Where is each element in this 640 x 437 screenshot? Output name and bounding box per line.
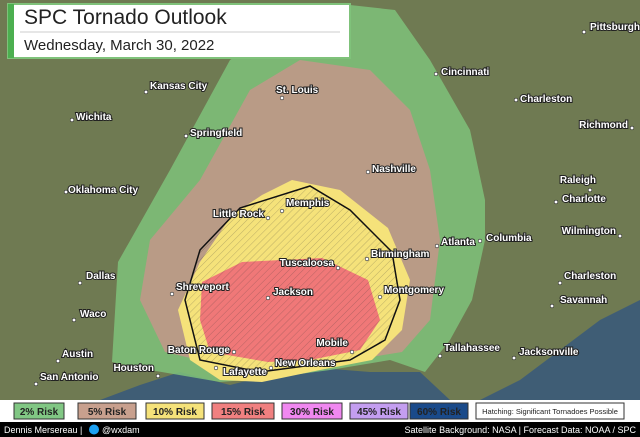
city-label: Kansas City xyxy=(150,81,208,92)
city-dot xyxy=(629,125,635,131)
city-label: Nashville xyxy=(372,164,416,175)
legend-swatch xyxy=(145,402,205,420)
city-dot xyxy=(365,169,371,175)
city-label: Waco xyxy=(80,309,106,320)
author: Dennis Mersereau | xyxy=(4,425,82,435)
city-dot xyxy=(71,317,77,323)
city-dot xyxy=(433,71,439,77)
city-label: Dallas xyxy=(86,271,116,282)
legend-label: 2% Risk xyxy=(20,407,59,418)
city-label: Jacksonville xyxy=(519,347,579,358)
city-label: Jackson xyxy=(273,287,313,298)
city-dot xyxy=(183,133,189,139)
city-label: Charlotte xyxy=(562,194,606,205)
legend-label: 15% Risk xyxy=(221,407,265,418)
city-label: Little Rock xyxy=(213,209,265,220)
legend-label: 10% Risk xyxy=(153,407,197,418)
city-label: Pittsburgh xyxy=(590,22,640,33)
city-label: Lafayette xyxy=(223,367,267,378)
legend-swatch xyxy=(211,402,275,420)
city-dot xyxy=(437,353,443,359)
city-dot xyxy=(557,280,563,286)
city-dot xyxy=(511,355,517,361)
city-label: Birmingham xyxy=(371,249,429,260)
city-label: Wichita xyxy=(76,112,112,123)
city-dot xyxy=(377,294,383,300)
city-dot xyxy=(143,89,149,95)
legend-label: 45% Risk xyxy=(357,407,401,418)
city-label: Austin xyxy=(62,349,93,360)
city-dot xyxy=(364,256,370,262)
significant-area xyxy=(184,185,401,373)
legend-label: 5% Risk xyxy=(88,407,127,418)
city-dot xyxy=(265,295,271,301)
title-accent xyxy=(8,4,14,58)
city-label: Baton Rouge xyxy=(168,345,231,356)
city-dot xyxy=(69,117,75,123)
twitter-icon xyxy=(89,424,99,435)
legend-swatch xyxy=(13,402,65,420)
city-label: Raleigh xyxy=(560,175,596,186)
city-dot xyxy=(231,349,237,355)
city-label: Springfield xyxy=(190,128,242,139)
city-label: Mobile xyxy=(316,338,348,349)
city-dot xyxy=(33,381,39,387)
legend-swatch xyxy=(409,402,469,420)
city-dot xyxy=(63,189,69,195)
city-label: Oklahoma City xyxy=(68,185,138,196)
city-label: Shreveport xyxy=(176,282,229,293)
city-dot xyxy=(279,95,285,101)
city-label: Wilmington xyxy=(562,226,616,237)
legend-swatch xyxy=(77,402,137,420)
city-dot xyxy=(169,291,175,297)
city-dot xyxy=(553,199,559,205)
title: SPC Tornado Outlook xyxy=(24,6,227,29)
city-label: Richmond xyxy=(579,120,628,131)
handle: @wxdam xyxy=(102,425,140,435)
city-dot xyxy=(434,243,440,249)
city-dot xyxy=(587,187,593,193)
city-dot xyxy=(513,97,519,103)
city-label: Charleston xyxy=(564,271,616,282)
legend-swatch xyxy=(281,402,343,420)
city-dot xyxy=(335,265,341,271)
atlantic xyxy=(480,300,640,400)
city-dot xyxy=(349,349,355,355)
hatching-note: Hatching: Significant Tornadoes Possible xyxy=(482,407,618,416)
city-label: Cincinnati xyxy=(441,67,490,78)
legend-label: 30% Risk xyxy=(290,407,334,418)
city-label: St. Louis xyxy=(276,85,319,96)
city-label: Houston xyxy=(113,363,154,374)
city-dot xyxy=(77,280,83,286)
subtitle: Wednesday, March 30, 2022 xyxy=(24,37,214,54)
city-dot xyxy=(617,233,623,239)
city-dot xyxy=(477,238,483,244)
city-label: Savannah xyxy=(560,295,607,306)
city-label: Tallahassee xyxy=(444,343,500,354)
city-dot xyxy=(55,358,61,364)
footer-bar xyxy=(0,422,640,437)
legend-swatch xyxy=(349,402,409,420)
city-label: New Orleans xyxy=(275,358,336,369)
city-label: Montgomery xyxy=(384,285,444,296)
city-dot xyxy=(581,29,587,35)
city-label: San Antonio xyxy=(40,372,99,383)
credits: Satellite Background: NASA | Forecast Da… xyxy=(405,425,637,435)
city-label: Atlanta xyxy=(441,237,475,248)
city-dot xyxy=(265,215,271,221)
hatching-box xyxy=(475,402,625,420)
city-label: Tuscaloosa xyxy=(280,258,335,269)
city-label: Memphis xyxy=(286,198,330,209)
city-dot xyxy=(279,208,285,214)
city-label: Columbia xyxy=(486,233,532,244)
city-dot xyxy=(155,373,161,379)
city-dot xyxy=(213,365,219,371)
city-dot xyxy=(549,303,555,309)
city-dot xyxy=(268,365,274,371)
city-label: Charleston xyxy=(520,94,572,105)
legend-label: 60% Risk xyxy=(417,407,461,418)
